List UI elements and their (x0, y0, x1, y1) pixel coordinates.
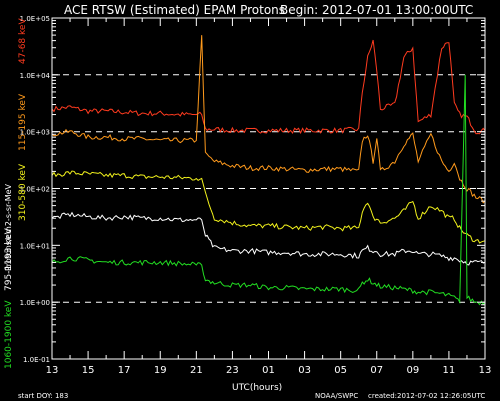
x-tick-label: 11 (443, 365, 456, 376)
y-tick-label: 1.0E+05 (20, 15, 50, 23)
y-tick-label: 1.0E+04 (20, 72, 51, 80)
y-tick-label: 1.0E+00 (20, 299, 50, 307)
series-line-115-195-kev (51, 35, 486, 204)
chart-title: ACE RTSW (Estimated) EPAM Protons (64, 3, 285, 17)
x-tick-label: 13 (479, 365, 492, 376)
series-line-47-68-kev (51, 39, 486, 135)
legend-1060-1900-kev: 1060-1900 keV (4, 300, 14, 369)
x-tick-label: 07 (370, 365, 383, 376)
series-lines (51, 35, 486, 306)
x-tick-label: 09 (406, 365, 419, 376)
footer-created: created:2012-07-02 12:26:05UTC (368, 392, 485, 400)
footer-source: NOAA/SWPC (315, 392, 358, 400)
chart-begin-time: Begin: 2012-07-01 13:00:00UTC (280, 3, 473, 17)
x-tick-label: 19 (154, 365, 167, 376)
x-tick-label: 23 (226, 365, 239, 376)
x-tick-label: 03 (298, 365, 311, 376)
y-axis-ticks: 1.0E-01 1.0E+00 1.0E+01 1.0E+02 1.0E+03 1.0E+… (20, 15, 485, 364)
legend-310-580-kev: 310-580 keV (18, 163, 28, 221)
y-tick-label: 1.0E+03 (20, 129, 50, 137)
y-tick-label: 1.0E+02 (20, 186, 50, 194)
x-tick-label: 21 (190, 365, 203, 376)
x-tick-label: 05 (334, 365, 347, 376)
series-line-310-580-kev (51, 170, 486, 244)
x-tick-label: 01 (262, 365, 275, 376)
series-line-1060-1900-kev (51, 74, 486, 306)
y-axis-channel-labels: Protons/cm2-s-sr-MeV 1060-1900 keV 795-1… (4, 18, 28, 369)
series-line-795-1193-kev (51, 211, 486, 266)
y-tick-label: 1.0E-01 (23, 356, 50, 364)
y-axis-label: Protons/cm2-s-sr-MeV (4, 183, 13, 271)
y-tick-label: 1.0E+01 (20, 242, 50, 250)
legend-795-1193-kev: 795-1193 keV (4, 227, 14, 291)
x-tick-label: 17 (118, 365, 131, 376)
x-tick-label: 15 (82, 365, 95, 376)
x-tick-label: 13 (46, 365, 59, 376)
x-axis-ticks: 13 15 17 19 21 23 01 03 05 07 09 11 13 (46, 18, 492, 376)
footer-start-doy: start DOY: 183 (18, 392, 68, 400)
legend-115-195-kev: 115-195 keV (18, 93, 28, 151)
x-axis-label: UTC(hours) (232, 383, 282, 393)
legend-47-68-kev: 47-68 keV (18, 18, 28, 64)
